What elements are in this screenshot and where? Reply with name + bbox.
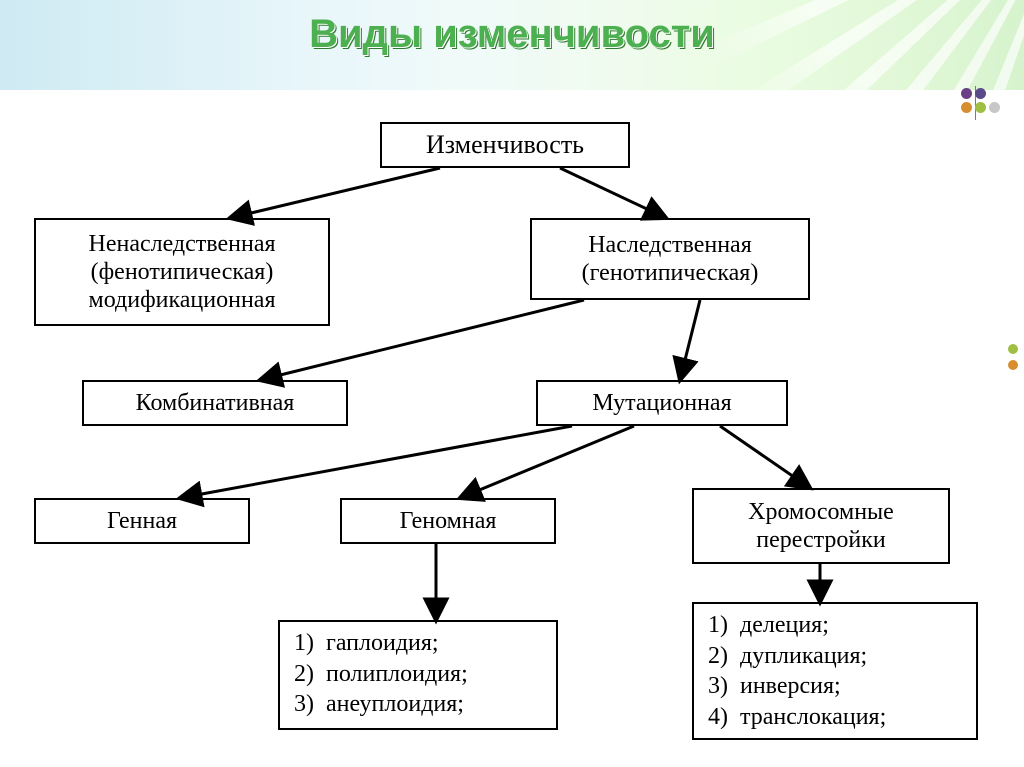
diagram-node-chrom: Хромосомные перестройки [692,488,950,564]
diagram-node-hered: Наследственная (генотипическая) [530,218,810,300]
diagram-list-chrom_list: 1) делеция;2) дупликация;3) инверсия;4) … [692,602,978,740]
list-item: 1) делеция; [708,610,966,641]
dot-icon [975,88,986,99]
diagram-canvas: Изменчивость Ненаследственная (фенотипиче… [0,0,1024,767]
diagram-node-genome: Геномная [340,498,556,544]
dot-icon [989,102,1000,113]
edge-root-nonhered [230,168,440,218]
edge-mut-chrom [720,426,810,488]
diagram-node-gene: Генная [34,498,250,544]
dot-icon [975,102,986,113]
decor-dots [958,88,1000,116]
edge-mut-genome [460,426,634,498]
list-item: 3) анеуплоидия; [294,689,546,720]
list-item: 2) полиплоидия; [294,659,546,690]
list-item: 1) гаплоидия; [294,628,546,659]
dot-icon [961,102,972,113]
diagram-node-root: Изменчивость [380,122,630,168]
list-item: 3) инверсия; [708,671,966,702]
dot-icon [961,88,972,99]
diagram-node-combin: Комбинативная [82,380,348,426]
edge-mut-gene [180,426,572,498]
side-dot-icon [1008,344,1018,354]
list-item: 4) транслокация; [708,702,966,733]
diagram-node-mut: Мутационная [536,380,788,426]
edge-root-hered [560,168,666,218]
diagram-node-nonhered: Ненаследственная (фенотипическая) модифи… [34,218,330,326]
diagram-list-genome_list: 1) гаплоидия;2) полиплоидия;3) анеуплоид… [278,620,558,730]
edge-hered-mut [680,300,700,380]
side-dot-icon [1008,360,1018,370]
list-item: 2) дупликация; [708,641,966,672]
